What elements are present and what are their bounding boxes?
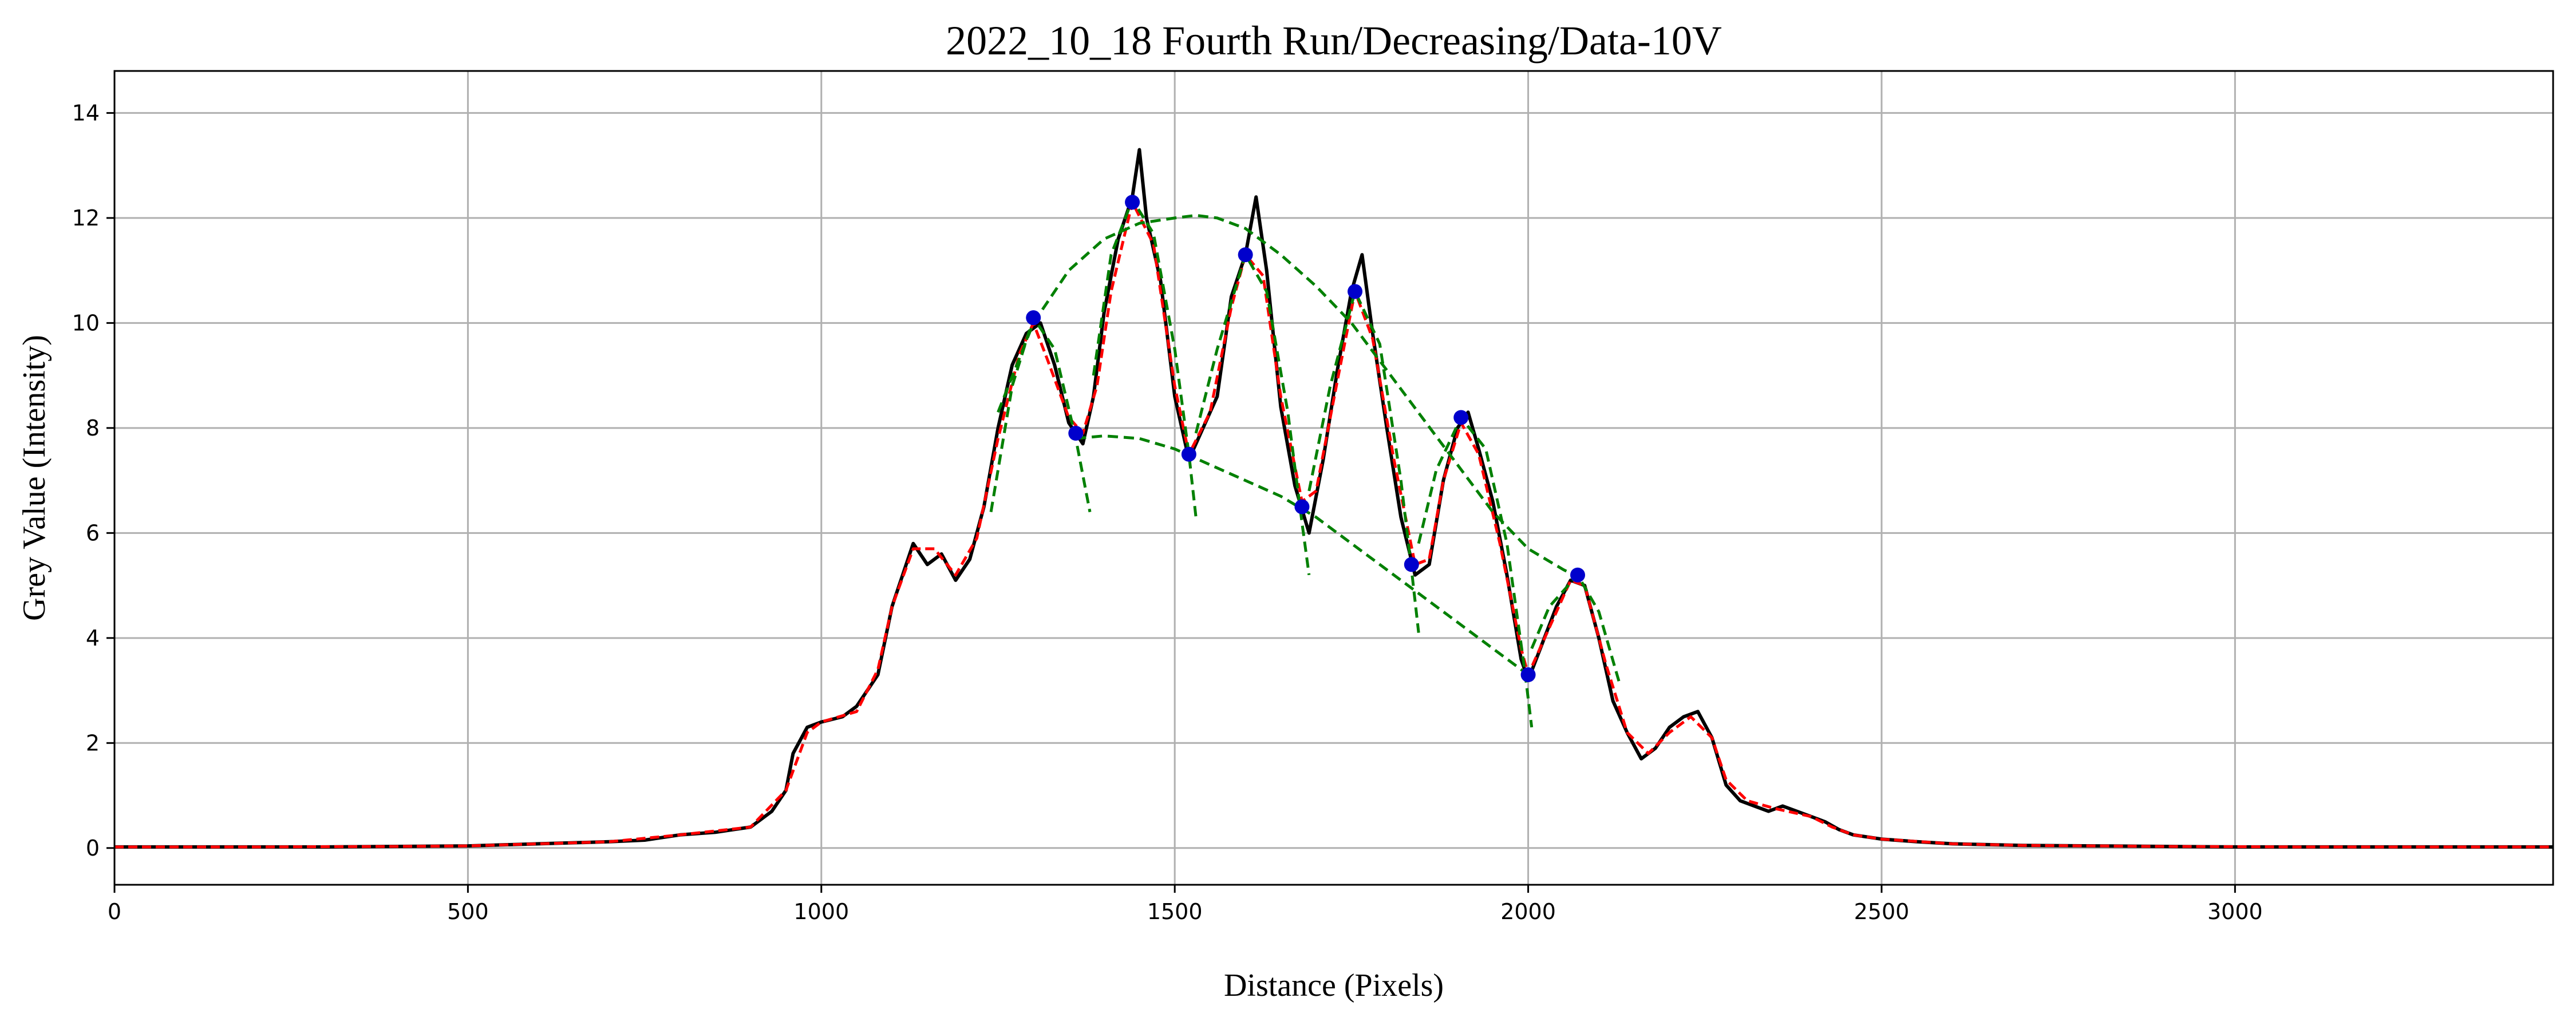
peak-marker: [1348, 284, 1363, 299]
peak-marker: [1125, 195, 1140, 210]
x-axis-label: Distance (Pixels): [1224, 968, 1444, 1003]
y-tick-label: 10: [72, 310, 100, 335]
peak-fit-line: [1092, 198, 1198, 518]
x-tick-label: 2000: [1500, 899, 1556, 924]
y-tick-label: 14: [72, 100, 100, 125]
peak-marker: [1238, 247, 1253, 263]
x-tick-label: 0: [108, 899, 121, 924]
peak-marker: [1026, 310, 1041, 326]
peak-marker: [1068, 426, 1084, 441]
x-tick-label: 2500: [1854, 899, 1910, 924]
peak-marker: [1453, 410, 1469, 425]
x-tick-label: 3000: [2207, 899, 2263, 924]
plot-area: [114, 148, 2553, 849]
y-tick-label: 8: [86, 415, 100, 441]
x-tick-label: 1000: [793, 899, 849, 924]
y-tick-label: 0: [86, 836, 100, 861]
peak-fit-line: [1194, 253, 1311, 576]
chart-title: 2022_10_18 Fourth Run/Decreasing/Data-10…: [946, 18, 1722, 64]
peak-marker: [1570, 567, 1585, 583]
peak-fit-line: [989, 316, 1092, 513]
axes-frame: [113, 70, 2554, 886]
y-tick-label: 6: [86, 520, 100, 545]
y-axis-label: Grey Value (Intensity): [17, 335, 52, 621]
peak-marker: [1520, 667, 1536, 683]
peak-marker: [1404, 557, 1419, 572]
axis-ticks: 0 500 1000 1500 2000 2500 3000 0 2 4 6 8 10 12 14: [72, 100, 2263, 924]
x-tick-label: 500: [447, 899, 489, 924]
peak-marker: [1294, 499, 1310, 514]
y-tick-label: 4: [86, 626, 100, 651]
peak-marker: [1181, 446, 1196, 462]
y-tick-label: 2: [86, 730, 100, 755]
y-tick-label: 12: [72, 205, 100, 231]
x-tick-label: 1500: [1147, 899, 1203, 924]
lower-envelope-fit-line: [1076, 434, 1530, 676]
grid-lines: [113, 71, 2553, 885]
